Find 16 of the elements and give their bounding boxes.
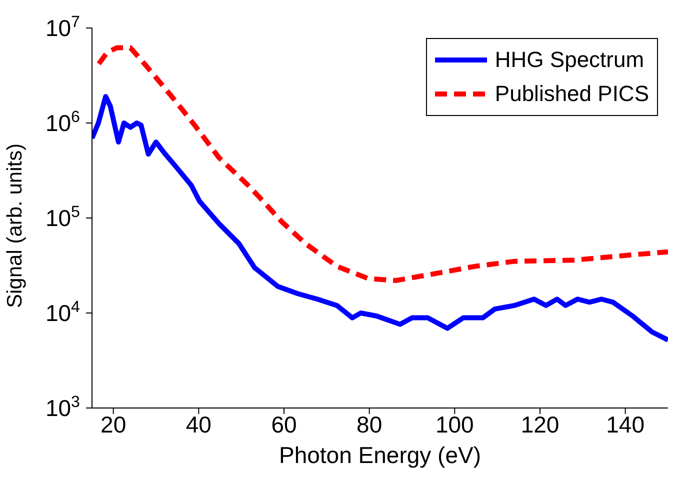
y-tick-label: 10$^{7}$ — [45, 13, 80, 41]
x-axis-title: Photon Energy (eV) — [278, 442, 482, 468]
y-tick-label: 10$^{5}$ — [45, 203, 80, 231]
x-tick-label: 120 — [520, 411, 560, 438]
y-tick-label: 10$^{4}$ — [45, 298, 80, 326]
y-axis-title: Signal (arb. units) — [3, 143, 26, 308]
x-tick-label: 60 — [271, 411, 297, 438]
x-tick-label: 40 — [186, 411, 212, 438]
x-tick-label: 100 — [435, 411, 474, 438]
x-tick-label: 20 — [100, 411, 126, 438]
x-tick-label: 80 — [356, 411, 382, 438]
legend-label: Published PICS — [494, 81, 649, 107]
legend-label: HHG Spectrum — [494, 47, 644, 73]
x-tick-label: 140 — [606, 411, 645, 438]
y-tick-label: 10$^{3}$ — [45, 393, 80, 421]
y-tick-label: 10$^{6}$ — [45, 108, 80, 136]
